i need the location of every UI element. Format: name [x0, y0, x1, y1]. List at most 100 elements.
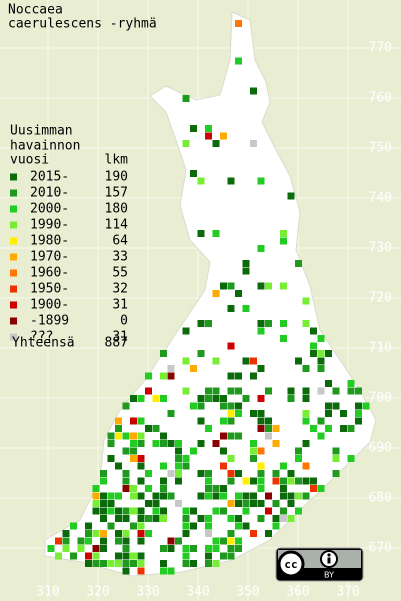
observation-square	[250, 492, 257, 500]
observation-square	[137, 432, 145, 440]
by-text: BY	[324, 571, 334, 580]
observation-square	[182, 560, 190, 567]
observation-square	[152, 515, 160, 522]
observation-square	[235, 492, 242, 500]
observation-square	[100, 477, 107, 485]
observation-square	[205, 395, 212, 402]
observation-square	[250, 477, 257, 485]
observation-square	[100, 560, 107, 567]
observation-square	[115, 417, 122, 425]
observation-square	[257, 410, 265, 417]
observation-square	[115, 492, 122, 500]
observation-square	[107, 492, 115, 500]
observation-square	[145, 372, 152, 380]
observation-square	[197, 230, 205, 237]
observation-square	[302, 492, 310, 500]
observation-square	[302, 297, 310, 305]
legend-label: 1950-	[30, 282, 69, 297]
legend-count: 55	[112, 266, 128, 281]
observation-square	[265, 507, 272, 515]
observation-square	[122, 537, 130, 545]
observation-square	[310, 425, 317, 432]
legend-swatch	[10, 269, 17, 277]
observation-square	[272, 470, 280, 477]
observation-square	[122, 515, 130, 522]
observation-square	[250, 372, 257, 380]
observation-square	[190, 170, 197, 177]
observation-square	[100, 515, 107, 522]
observation-square	[235, 387, 242, 395]
observation-square	[145, 425, 152, 432]
observation-square	[122, 545, 130, 552]
observation-square	[100, 530, 107, 537]
observation-square	[122, 470, 130, 477]
observation-square	[272, 500, 280, 507]
observation-square	[115, 552, 122, 560]
observation-square	[107, 500, 115, 507]
observation-square	[287, 192, 295, 200]
observation-square	[212, 395, 220, 402]
observation-square	[190, 522, 197, 530]
observation-square	[212, 387, 220, 395]
observations	[47, 20, 370, 575]
observation-square	[205, 515, 212, 522]
observation-square	[257, 485, 265, 492]
license-badge: cc BY	[275, 547, 364, 582]
observation-square	[257, 365, 265, 372]
northing-label: 740	[369, 191, 392, 206]
observation-square	[257, 320, 265, 327]
observation-square	[70, 522, 77, 530]
observation-square	[347, 380, 355, 387]
legend-swatch	[10, 221, 17, 229]
observation-square	[302, 410, 310, 417]
observation-square	[355, 402, 362, 410]
northing-label: 750	[369, 141, 392, 156]
observation-square	[160, 462, 167, 470]
legend-count: 180	[105, 202, 128, 217]
observation-square	[175, 440, 182, 447]
observation-square	[355, 417, 362, 425]
observation-square	[287, 395, 295, 402]
observation-square	[167, 492, 175, 500]
observation-square	[182, 327, 190, 335]
observation-square	[137, 515, 145, 522]
legend-count: 31	[112, 298, 128, 313]
observation-square	[85, 552, 92, 560]
observation-square	[227, 305, 235, 312]
observation-square	[182, 522, 190, 530]
observation-square	[332, 455, 340, 462]
observation-square	[70, 552, 77, 560]
legend-swatch	[10, 173, 17, 181]
observation-square	[235, 402, 242, 410]
observation-square	[280, 237, 287, 245]
observation-square	[235, 372, 242, 380]
easting-label: 320	[86, 585, 109, 600]
observation-square	[272, 477, 280, 485]
observation-square	[92, 545, 100, 552]
by-icon-head	[327, 553, 331, 557]
observation-square	[190, 507, 197, 515]
observation-square	[137, 522, 145, 530]
observation-square	[160, 432, 167, 440]
observation-square	[317, 357, 325, 365]
observation-square	[182, 387, 190, 395]
legend-label: ???	[30, 330, 53, 345]
legend-swatch	[10, 205, 17, 213]
observation-square	[265, 492, 272, 500]
easting-label: 350	[236, 585, 259, 600]
observation-square	[227, 342, 235, 350]
observation-square	[190, 402, 197, 410]
observation-square	[212, 507, 220, 515]
legend-label: 2015-	[30, 170, 69, 185]
observation-square	[197, 515, 205, 522]
observation-square	[152, 492, 160, 500]
total-label: Yhteensä	[12, 336, 75, 351]
observation-square	[130, 485, 137, 492]
observation-square	[265, 387, 272, 395]
observation-square	[347, 425, 355, 432]
observation-square	[250, 440, 257, 447]
observation-square	[227, 552, 235, 560]
observation-square	[85, 537, 92, 545]
observation-square	[205, 522, 212, 530]
observation-square	[205, 477, 212, 485]
